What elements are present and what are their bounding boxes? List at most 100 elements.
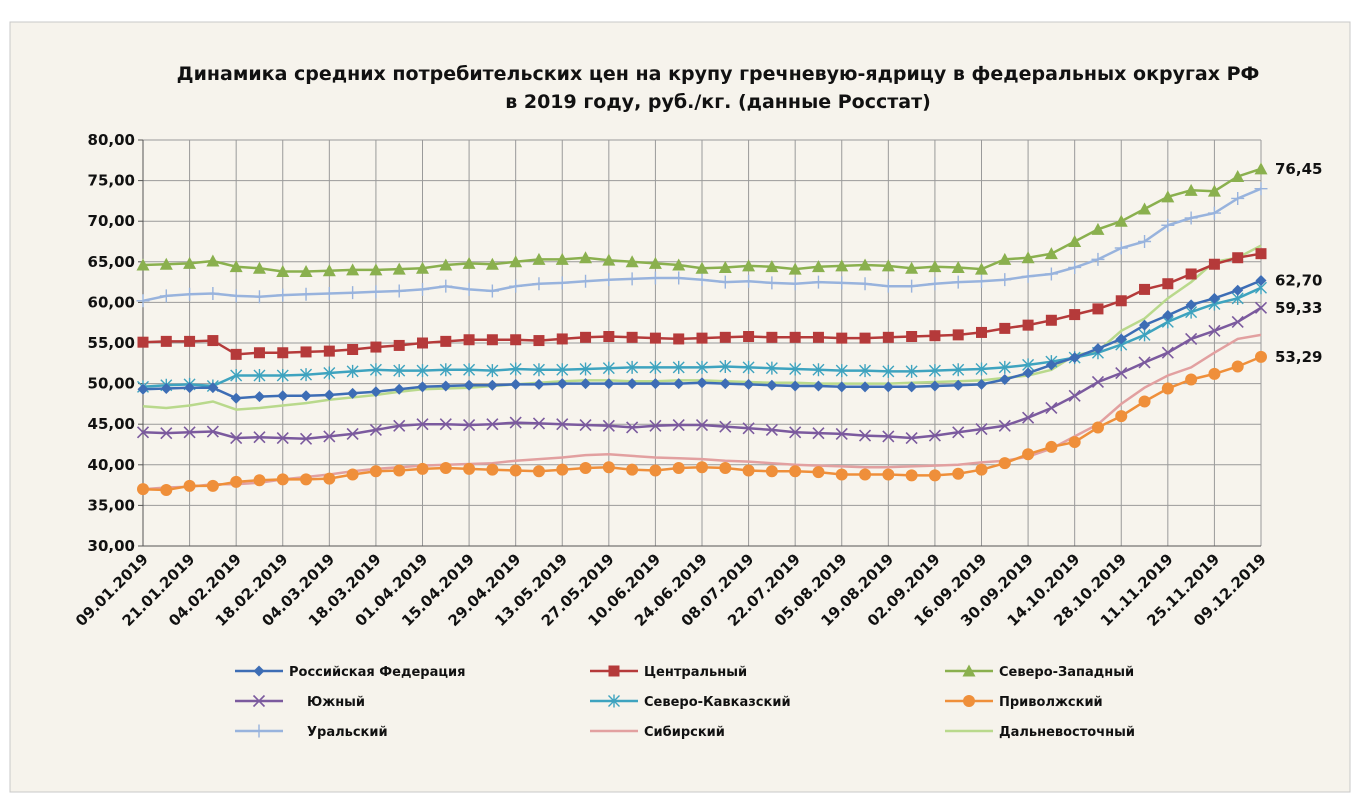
marker [440,336,451,347]
marker [393,464,405,476]
y-tick-label: 45,00 [88,415,135,433]
marker [963,695,975,707]
y-tick-label: 40,00 [88,456,135,474]
marker [464,334,475,345]
marker [1116,295,1127,306]
marker [580,462,592,474]
marker [324,346,335,357]
marker [533,465,545,477]
marker [1022,448,1034,460]
marker [301,346,312,357]
marker [253,474,265,486]
marker [510,334,521,345]
marker [1162,278,1173,289]
value-label: 59,33 [1275,299,1322,317]
marker [231,349,242,360]
marker [580,332,591,343]
marker [626,464,638,476]
marker [1139,395,1151,407]
legend-label: Центральный [644,665,747,680]
marker [906,469,918,481]
marker [743,331,754,342]
marker [649,464,661,476]
marker [277,347,288,358]
marker [1139,284,1150,295]
marker [277,473,289,485]
marker [743,464,755,476]
marker [1186,268,1197,279]
y-tick-label: 60,00 [88,293,135,311]
marker [417,463,429,475]
marker [510,464,522,476]
marker [720,332,731,343]
marker [859,469,871,481]
marker [836,469,848,481]
legend-label: Дальневосточный [999,725,1135,740]
marker [673,333,684,344]
marker [1046,315,1057,326]
marker [906,331,917,342]
marker [138,337,149,348]
marker [323,473,335,485]
y-tick-label: 75,00 [88,172,135,190]
marker [1232,252,1243,263]
marker [696,461,708,473]
marker [766,332,777,343]
marker [417,338,428,349]
legend-label: Северо-Кавказский [644,695,791,710]
marker [533,335,544,346]
marker [1255,351,1267,363]
marker [300,473,312,485]
marker [789,465,801,477]
marker [812,466,824,478]
marker [207,335,218,346]
marker [627,332,638,343]
marker [953,329,964,340]
y-tick-label: 35,00 [88,496,135,514]
marker [813,332,824,343]
marker [603,461,615,473]
y-tick-label: 50,00 [88,375,135,393]
legend-label: Приволжский [999,695,1103,710]
y-tick-label: 30,00 [88,537,135,555]
marker [929,469,941,481]
marker [1092,421,1104,433]
marker [1185,374,1197,386]
marker [207,480,219,492]
marker [697,333,708,344]
marker [1162,382,1174,394]
y-tick-label: 80,00 [88,131,135,149]
marker [137,483,149,495]
marker [184,480,196,492]
marker [370,342,381,353]
y-tick-label: 65,00 [88,253,135,271]
value-label: 62,70 [1275,271,1322,289]
legend-label: Северо-Западный [999,665,1134,680]
marker [347,344,358,355]
y-tick-label: 70,00 [88,212,135,230]
marker [673,462,685,474]
marker [603,331,614,342]
marker [230,476,242,488]
marker [1208,368,1220,380]
chart: Динамика средних потребительских цен на … [0,0,1357,796]
marker [1069,309,1080,320]
marker [1256,248,1267,259]
marker [160,484,172,496]
marker [556,464,568,476]
marker [1115,410,1127,422]
marker [929,330,940,341]
marker [1045,441,1057,453]
marker [184,336,195,347]
marker [650,333,661,344]
marker [1092,303,1103,314]
legend-label: Российская Федерация [289,665,465,680]
marker [860,333,871,344]
marker [486,464,498,476]
marker [999,457,1011,469]
y-tick-label: 55,00 [88,334,135,352]
marker [161,336,172,347]
marker [1232,361,1244,373]
marker [976,327,987,338]
marker [790,332,801,343]
